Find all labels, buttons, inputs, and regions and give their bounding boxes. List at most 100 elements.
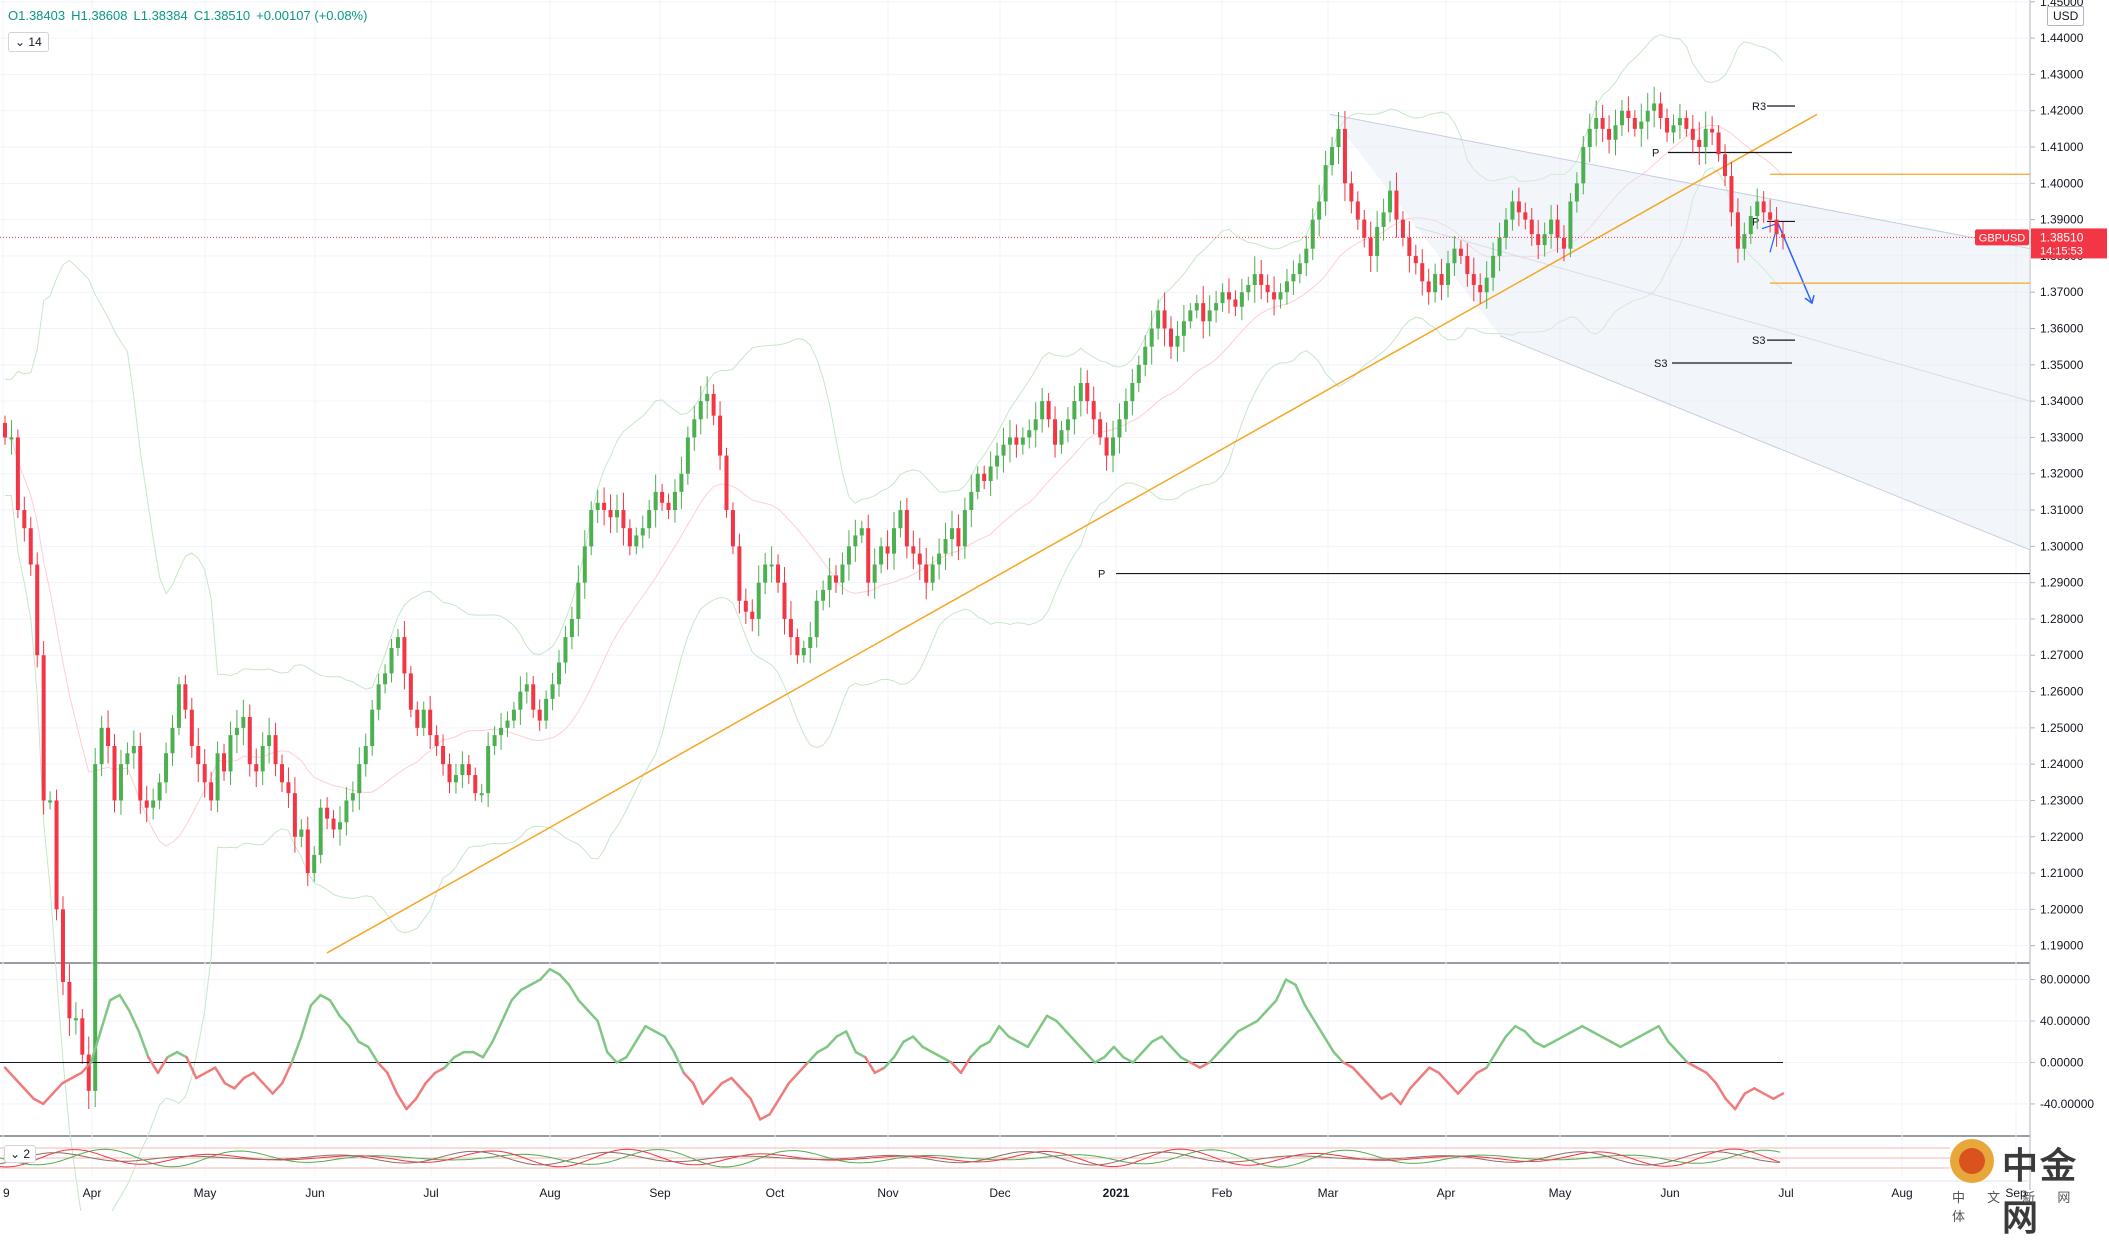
oscillator-segment <box>1313 1019 1326 1038</box>
oscillator-segment <box>720 1076 733 1085</box>
candle-body <box>782 582 787 619</box>
candle-body <box>1272 292 1277 300</box>
candle-body <box>1652 103 1657 111</box>
candle-body <box>466 764 471 776</box>
candle-body <box>1014 437 1019 445</box>
candle-body <box>1684 117 1689 129</box>
oscillator-segment <box>194 1071 207 1080</box>
oscillator-segment <box>1103 1045 1116 1059</box>
candle-body <box>1600 117 1605 129</box>
oscillator-segment <box>701 1092 714 1106</box>
pivot-label: S3 <box>1752 335 1765 347</box>
oscillator-segment <box>797 1061 810 1075</box>
candle-body <box>614 510 619 518</box>
oscillator-segment <box>1179 1056 1192 1064</box>
candle-body <box>550 684 555 699</box>
candle-body <box>1175 335 1180 347</box>
candle-body <box>1065 419 1070 431</box>
oscillator-segment <box>567 983 580 1002</box>
oscillator-segment <box>32 1097 45 1106</box>
oscillator-segment <box>921 1045 934 1054</box>
y-tick-label: 1.37000 <box>2040 285 2084 299</box>
candle-body <box>1446 263 1451 285</box>
oscillator-segment <box>1217 1040 1230 1054</box>
oscillator-segment <box>41 1092 55 1106</box>
oscillator-segment <box>300 1004 313 1038</box>
oscillator-segment <box>376 1061 389 1075</box>
candle-body <box>788 618 793 638</box>
candle-body <box>1716 132 1721 155</box>
candle-body <box>621 510 626 529</box>
candle-body <box>1078 382 1083 402</box>
candle-body <box>1033 419 1038 431</box>
candle-body <box>447 764 452 783</box>
oscillator-segment <box>1475 1066 1488 1075</box>
time-axis[interactable]: 9 Apr May Jun Jul Aug Sep Oct Nov Dec 2021 Feb Mar Ap… <box>0 1180 2030 1200</box>
candle-body <box>331 818 336 830</box>
candle-body <box>215 753 220 801</box>
candle-body <box>834 575 839 583</box>
candle-body <box>1027 430 1032 438</box>
candle-body <box>1710 128 1715 133</box>
oscillator-segment <box>1036 1014 1049 1033</box>
candle-body <box>1523 212 1528 220</box>
currency-badge[interactable]: USD <box>2047 6 2085 26</box>
x-tick-label: May <box>194 1186 217 1200</box>
candle-body <box>795 637 800 656</box>
oscillator-segment <box>663 1035 676 1054</box>
candle-body <box>1465 255 1470 275</box>
oscillator-segment <box>873 1066 886 1075</box>
oscillator-segment <box>730 1076 743 1090</box>
candle-body <box>479 793 484 796</box>
candle-body <box>962 510 967 547</box>
oscillator-segment <box>491 1019 504 1043</box>
oscillator-segment <box>577 999 590 1012</box>
candle-body <box>1426 281 1431 293</box>
candle-body <box>647 510 652 529</box>
indicator2-length-button[interactable]: ⌄ 2 <box>4 1145 37 1163</box>
trendline[interactable] <box>326 113 2030 954</box>
oscillator-segment <box>1227 1030 1240 1043</box>
oscillator-segment <box>175 1050 188 1059</box>
candle-body <box>1323 165 1328 202</box>
y-tick-label: 1.24000 <box>2040 757 2084 771</box>
candle-body <box>1677 117 1682 126</box>
pivot-levels[interactable]: R3 P P S3 S3 P <box>1098 101 2030 581</box>
candle-body <box>15 437 20 511</box>
oscillator-pane <box>0 967 1785 1121</box>
ohlc-change: +0.00107 (+0.08%) <box>256 8 368 23</box>
candle-body <box>241 716 246 728</box>
candle-body <box>1117 419 1122 438</box>
chart-canvas[interactable]: R3 P P S3 S3 P 1.45000 1.44000 1.43000 1.42000 1.… <box>0 0 2109 1211</box>
oscillator-segment <box>1275 978 1288 1002</box>
oscillator-segment <box>749 1097 762 1121</box>
oscillator-segment <box>1112 1045 1125 1059</box>
oscillator-segment <box>261 1081 274 1095</box>
candle-body <box>86 1054 91 1091</box>
oscillator-segment <box>1045 1014 1058 1023</box>
x-tick-label: Aug <box>539 1186 560 1200</box>
candle-body <box>1388 190 1393 213</box>
oscillator-segment <box>1361 1076 1374 1090</box>
candle-body <box>280 764 285 783</box>
indicator-pane-2 <box>0 1147 1950 1169</box>
candle-body <box>325 807 330 819</box>
candle-body <box>402 637 407 674</box>
oscillator-segment <box>166 1050 179 1059</box>
oscillator-segment <box>204 1066 217 1075</box>
candle-body <box>975 473 980 492</box>
indicator-length-button[interactable]: ⌄ 14 <box>8 32 49 52</box>
y-tick-label: 1.26000 <box>2040 685 2084 699</box>
oscillator-segment <box>1198 1061 1211 1069</box>
channel-mid <box>1414 226 2031 402</box>
candle-body <box>1529 219 1534 235</box>
x-tick-label: Dec <box>989 1186 1010 1200</box>
ohlc-low: L1.38384 <box>133 8 188 23</box>
oscillator-segment <box>1150 1035 1163 1043</box>
candle-body <box>3 422 7 438</box>
candle-body <box>35 564 40 656</box>
oscillator-segment <box>252 1071 265 1085</box>
y-tick-label: 1.44000 <box>2040 31 2084 45</box>
oscillator-segment <box>233 1076 246 1090</box>
candle-body <box>1194 303 1199 311</box>
